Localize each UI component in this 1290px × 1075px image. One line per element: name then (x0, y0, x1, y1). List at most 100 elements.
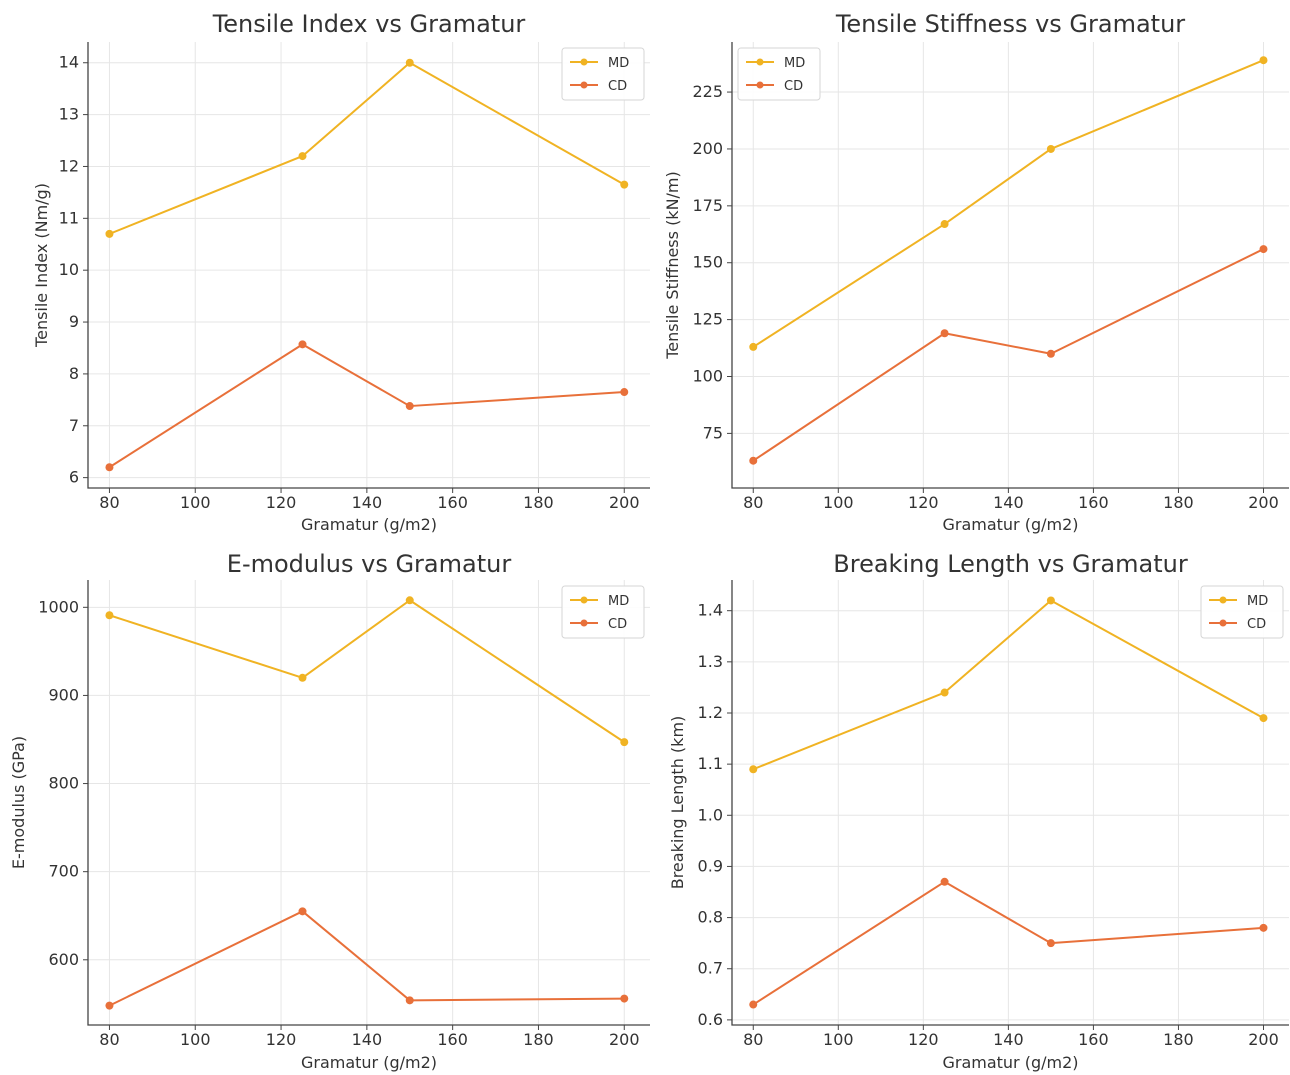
y-tick-label: 1.4 (698, 601, 723, 620)
series-line-cd (752, 248, 1264, 462)
series-line-cd (108, 343, 625, 469)
x-tick-label: 180 (1163, 1030, 1194, 1049)
y-tick-label: 800 (48, 774, 79, 793)
x-tick-label: 100 (180, 1030, 211, 1049)
x-tick-label: 180 (1163, 493, 1194, 512)
data-point-md (749, 342, 758, 351)
y-tick-label: 1.0 (698, 805, 723, 824)
y-tick-label: 600 (48, 950, 79, 969)
legend-marker-cd (580, 81, 588, 89)
x-axis-label: Gramatur (g/m2) (301, 1053, 437, 1072)
y-tick-label: 11 (59, 208, 79, 227)
x-tick-label: 120 (908, 493, 939, 512)
y-tick-label: 8 (69, 364, 79, 383)
y-tick-label: 225 (692, 82, 723, 101)
legend-box (561, 585, 645, 639)
x-tick-label: 100 (823, 493, 854, 512)
chart-title: Tensile Stiffness vs Gramatur (835, 10, 1185, 38)
y-tick-label: 900 (48, 685, 79, 704)
x-tick-label: 160 (1078, 493, 1109, 512)
y-axis-label: Tensile Stiffness (kN/m) (663, 171, 682, 360)
chart-title: Breaking Length vs Gramatur (833, 550, 1188, 578)
x-tick-label: 180 (523, 493, 554, 512)
x-tick-label: 160 (1078, 1030, 1109, 1049)
chart-tensile-stiffness: 80 100 120 140 160 180 200 75 100 125 150 175 200 225… (645, 0, 1290, 540)
y-tick-label: 175 (692, 196, 723, 215)
y-tick-label: 0.6 (698, 1010, 723, 1029)
data-point-cd (1046, 939, 1055, 948)
gridlines (88, 42, 650, 488)
axes-spines (87, 580, 650, 1026)
y-tick-label: 1000 (38, 597, 79, 616)
y-tick-label: 1.2 (698, 703, 723, 722)
legend: MD CD (561, 47, 645, 101)
legend-label-md: MD (784, 56, 805, 71)
data-point-md (940, 688, 949, 697)
x-axis-label: Gramatur (g/m2) (301, 515, 437, 534)
y-tick-label: 9 (69, 312, 79, 331)
y-axis-label: Breaking Length (km) (668, 716, 687, 890)
legend-marker-cd (580, 619, 588, 627)
legend-label-md: MD (608, 594, 629, 609)
x-tick-label: 200 (609, 493, 640, 512)
legend-marker-md (756, 58, 764, 66)
chart-e-modulus: 80 100 120 140 160 180 200 600 700 800 900 1000 E-mo… (0, 540, 660, 1075)
legend-marker-md (580, 58, 588, 66)
data-point-cd (620, 994, 629, 1003)
x-tick-label: 80 (743, 1030, 763, 1049)
legend: MD CD (737, 47, 821, 101)
data-point-md (1046, 596, 1055, 605)
data-point-cd (620, 388, 629, 397)
y-axis-label: Tensile Index (Nm/g) (32, 183, 51, 348)
data-point-cd (1259, 245, 1268, 254)
y-tick-label: 200 (692, 139, 723, 158)
data-point-md (940, 220, 949, 229)
y-tick-label: 150 (692, 253, 723, 272)
y-tick-label: 75 (703, 423, 723, 442)
x-tick-label: 160 (437, 493, 468, 512)
x-tick-label: 180 (523, 1030, 554, 1049)
y-tick-label: 6 (69, 468, 79, 487)
y-tick-label: 10 (59, 260, 79, 279)
series-line-md (109, 599, 625, 743)
legend-box (561, 47, 645, 101)
x-tick-label: 80 (99, 493, 119, 512)
legend-marker-md (1219, 596, 1227, 604)
axes-spines (87, 42, 650, 489)
data-point-cd (940, 329, 949, 338)
x-tick-label: 160 (437, 1030, 468, 1049)
y-tick-label: 1.3 (698, 652, 723, 671)
data-point-cd (1259, 923, 1268, 932)
x-tick-label: 120 (266, 1030, 297, 1049)
legend: MD CD (561, 585, 645, 639)
data-point-cd (105, 1001, 114, 1010)
x-tick-label: 120 (266, 493, 297, 512)
data-point-cd (105, 463, 114, 472)
x-axis-label: Gramatur (g/m2) (942, 515, 1078, 534)
x-tick-label: 140 (993, 1030, 1024, 1049)
data-point-md (1259, 714, 1268, 723)
legend-marker-cd (756, 81, 764, 89)
legend-marker-cd (1219, 619, 1227, 627)
axes-spines (731, 42, 1289, 489)
x-axis-label: Gramatur (g/m2) (942, 1053, 1078, 1072)
y-tick-label: 14 (59, 53, 79, 72)
legend: MD CD (1200, 585, 1284, 639)
y-tick-label: 125 (692, 310, 723, 329)
chart-svg: 80 100 120 140 160 180 200 75 100 125 150 175 200 225… (663, 10, 1289, 534)
data-point-cd (405, 996, 414, 1005)
chart-title: Tensile Index vs Gramatur (212, 10, 526, 38)
x-tick-label: 80 (99, 1030, 119, 1049)
series-line-cd (752, 880, 1264, 1006)
x-tick-label: 100 (823, 1030, 854, 1049)
legend-box (737, 47, 821, 101)
data-point-md (620, 738, 629, 747)
y-tick-label: 1.1 (698, 754, 723, 773)
x-tick-label: 140 (993, 493, 1024, 512)
x-tick-label: 80 (743, 493, 763, 512)
data-point-md (405, 58, 414, 67)
data-point-md (620, 180, 629, 189)
chart-svg: 80 100 120 140 160 180 200 600 700 800 900 1000 E-mo… (9, 550, 650, 1072)
data-point-md (405, 596, 414, 605)
x-tick-label: 200 (1248, 1030, 1279, 1049)
